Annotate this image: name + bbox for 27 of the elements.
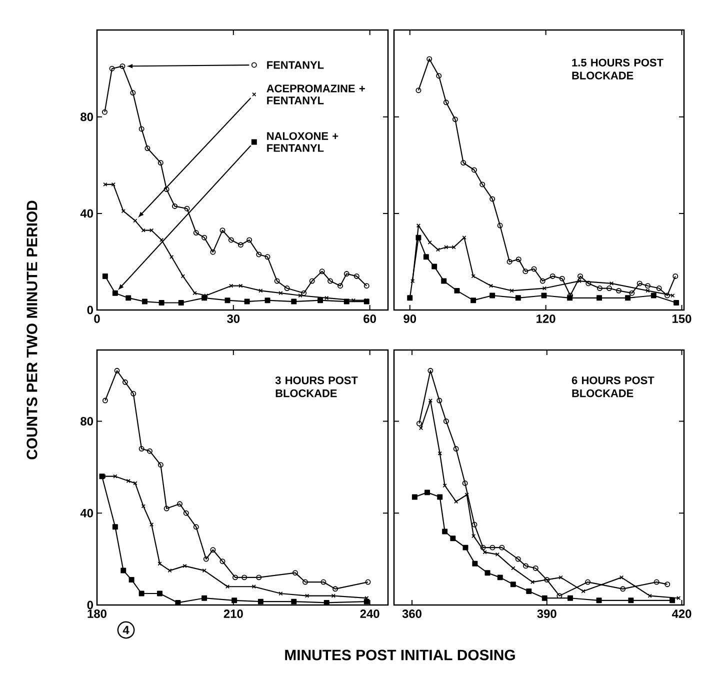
y-tick-label: 0 (87, 306, 93, 314)
legend-label: NALOXONE + FENTANYL (267, 132, 338, 152)
x-tick-label: 180 (88, 610, 106, 618)
x-tick-label: 30 (227, 314, 240, 323)
y-tick-label: 80 (80, 416, 93, 426)
x-tick-label: 390 (537, 610, 556, 618)
y-tick-label: 80 (80, 112, 93, 122)
annotation: 1.5 HOURS POST BLOCKADE (572, 58, 664, 80)
legend-label: ACEPROMAZINE + FENTANYL (266, 84, 365, 104)
x-tick-label: 240 (360, 610, 380, 618)
x-tick-label: 90 (404, 314, 416, 323)
annotation: 6 HOURS POST BLOCKADE (572, 376, 654, 398)
text: 4 (122, 626, 130, 634)
x-tick-label: 360 (402, 610, 422, 618)
y-tick-label: 40 (80, 209, 93, 218)
annotation: 3 HOURS POST BLOCKADE (275, 376, 358, 398)
y-tick-label: 40 (80, 508, 93, 518)
x-tick-label: 60 (364, 314, 376, 323)
y-axis-title: COUNTS PER TWO MINUTE PERIOD (26, 200, 38, 460)
y-tick-label: 0 (87, 600, 93, 610)
x-tick-label: 210 (224, 610, 243, 618)
x-tick-label: 150 (672, 314, 692, 323)
x-tick-label: 420 (672, 610, 692, 618)
legend-label: FENTANYL (267, 61, 324, 69)
x-axis-title: MINUTES POST INITIAL DOSING (285, 650, 515, 660)
x-tick-label: 0 (94, 314, 100, 323)
x-tick-label: 120 (536, 314, 556, 323)
